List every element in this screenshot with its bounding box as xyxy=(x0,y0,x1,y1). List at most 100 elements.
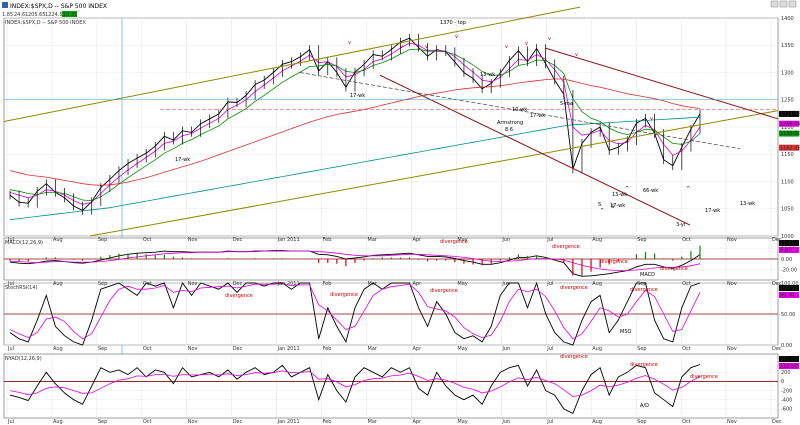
x-tick-label: Nov xyxy=(188,419,198,425)
x-tick-label: Sep xyxy=(637,419,646,425)
bottom-marker: ^ xyxy=(686,186,690,192)
x-tick-label: Oct xyxy=(143,281,152,287)
osc-annotation: divergence xyxy=(560,285,588,291)
x-tick-label: Jul xyxy=(7,237,14,243)
panel-title: StochRSI(14) xyxy=(5,285,38,291)
osc-badge xyxy=(779,240,799,246)
y-tick-label: -600 xyxy=(781,407,792,413)
x-tick-label: Oct xyxy=(682,281,691,287)
x-tick-label: Nov xyxy=(188,237,198,243)
osc-annotation: divergence xyxy=(430,288,458,294)
ohlc-high: 24.61 xyxy=(14,12,28,18)
y-tick-label: 50.00 xyxy=(781,312,795,318)
x-tick-label: May xyxy=(457,346,467,352)
price-annotation: S xyxy=(598,202,601,208)
x-tick-label: Jul xyxy=(546,419,553,425)
panel-frame xyxy=(3,353,779,419)
x-tick-label: Jan 2011 xyxy=(277,237,300,243)
close-button[interactable] xyxy=(788,0,797,8)
price-annotation: 3-yr xyxy=(676,222,687,228)
osc-badge-label: 212.50 xyxy=(780,364,798,370)
osc-badge xyxy=(779,356,799,362)
y-tick-label: -20.00 xyxy=(781,267,797,273)
price-badge-label: 1162.28 xyxy=(780,145,800,151)
x-tick-label: Jul xyxy=(7,281,14,287)
series-line xyxy=(9,364,701,415)
osc-annotation: divergence xyxy=(440,239,468,245)
osc-annotation: divergence xyxy=(552,244,580,250)
x-tick-label: Jul xyxy=(7,419,14,425)
app-icon xyxy=(2,2,8,8)
bear-channel-lower xyxy=(379,74,691,226)
x-tick-label: Nov xyxy=(727,419,737,425)
minimize-button[interactable] xyxy=(770,0,779,8)
ohlc-change-badge xyxy=(62,11,77,17)
osc-annotation: A/D xyxy=(640,403,649,409)
top-marker: v xyxy=(525,41,528,47)
title-bar xyxy=(0,0,800,18)
series-line xyxy=(9,250,701,271)
window-controls xyxy=(770,0,797,8)
chart-title: INDEX:$SPX,D -- S&P 500 INDEX xyxy=(10,3,107,10)
series-line xyxy=(9,370,701,397)
channel-upper xyxy=(3,6,581,123)
x-tick-label: Jun xyxy=(501,346,510,352)
price-badge xyxy=(779,130,799,137)
x-tick-label: Oct xyxy=(682,237,691,243)
x-tick-label: Mar xyxy=(368,419,378,425)
x-tick-label: Aug xyxy=(53,346,63,352)
x-tick-label: Apr xyxy=(412,237,422,243)
x-tick-label: Aug xyxy=(592,419,602,425)
price-annotation: 8.6 xyxy=(505,127,513,133)
price-annotation: 13-wk xyxy=(612,192,627,198)
osc-annotation: MSO xyxy=(620,329,631,335)
osc-badge xyxy=(779,292,799,298)
price-annotation: 17-wk xyxy=(530,113,545,119)
panel-macd: 20.000.00-20.00MACD(12,26,9)11.436.87div… xyxy=(3,237,799,281)
x-tick-label: Apr xyxy=(412,281,422,287)
y-tick-label: -400 xyxy=(781,398,792,404)
ohlc-change: 10.31 xyxy=(63,12,77,18)
price-annotation: 13-wk xyxy=(740,201,755,207)
panel-title: NYAD(12,26,9) xyxy=(5,356,42,362)
ohlc-open: 1.85 xyxy=(2,12,13,18)
price-annotation: 17-wk xyxy=(705,208,720,214)
x-tick-label: Dec xyxy=(233,346,243,352)
x-tick-label: Dec xyxy=(772,281,782,287)
y-tick-label: 1000 xyxy=(781,234,794,240)
x-tick-label: Aug xyxy=(53,419,63,425)
x-tick-label: Nov xyxy=(727,237,737,243)
price-badge xyxy=(779,120,799,127)
osc-annotation: divergence xyxy=(600,259,628,265)
osc-badge-label: 11.43 xyxy=(780,241,794,247)
y-tick-label: 0.00 xyxy=(781,343,792,349)
x-tick-label: Jan 2011 xyxy=(277,346,300,352)
maximize-button[interactable] xyxy=(779,0,788,8)
x-tick-label: Dec xyxy=(772,419,782,425)
osc-annotation: divergence xyxy=(225,293,253,299)
bottom-marker: ^ xyxy=(625,186,629,192)
y-tick-label: 200 xyxy=(781,370,791,376)
osc-annotation: divergence xyxy=(690,374,718,380)
y-tick-label: 100.00 xyxy=(781,281,799,287)
price-annotation: 17-wk xyxy=(175,157,190,163)
channel-lower xyxy=(89,110,779,237)
x-tick-label: Mar xyxy=(368,237,378,243)
price-badge xyxy=(779,110,799,117)
panel-price: 1000 1050 1100 1150 1200 1250 1300 1350 1400 INDE… xyxy=(3,6,800,418)
x-tick-label: Dec xyxy=(772,237,782,243)
osc-badge xyxy=(779,363,799,369)
x-tick-label: Apr xyxy=(412,346,422,352)
x-tick-label: Nov xyxy=(727,281,737,287)
bottom-marker: ^ xyxy=(600,208,604,214)
price-annotation: 17-wk xyxy=(610,203,625,209)
x-tick-label: Aug xyxy=(592,346,602,352)
osc-badge-label: 100.00 xyxy=(780,286,798,292)
x-tick-label: Jul xyxy=(546,237,553,243)
x-tick-label: Apr xyxy=(412,419,422,425)
x-tick-label: Sep xyxy=(98,419,107,425)
x-tick-label: Sep xyxy=(637,346,646,352)
osc-annotation: MACD xyxy=(640,272,655,278)
